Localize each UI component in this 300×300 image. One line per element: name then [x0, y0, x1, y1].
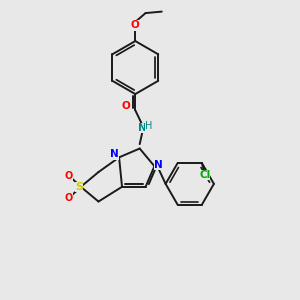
- Text: O: O: [122, 101, 130, 111]
- Text: O: O: [64, 171, 73, 181]
- Text: O: O: [64, 193, 73, 203]
- Text: Cl: Cl: [199, 170, 210, 180]
- Text: N: N: [138, 123, 146, 133]
- Text: O: O: [131, 20, 140, 31]
- Text: N: N: [110, 149, 119, 159]
- Text: S: S: [75, 182, 83, 192]
- Text: H: H: [146, 121, 153, 131]
- Text: N: N: [154, 160, 163, 170]
